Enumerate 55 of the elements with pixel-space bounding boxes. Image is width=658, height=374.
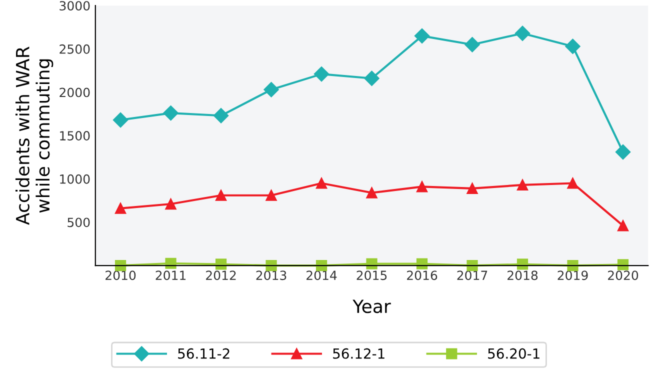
point [165, 198, 176, 210]
y-tick-label: 2000 [60, 88, 90, 98]
legend-label: 56.20-1 [488, 348, 540, 359]
point [316, 260, 328, 272]
x-tick-label: 2013 [256, 270, 286, 280]
point [414, 28, 430, 44]
point [516, 179, 528, 191]
point [215, 258, 227, 270]
x-axis-title: Year [352, 300, 391, 314]
x-tick-label: 2010 [106, 270, 136, 280]
x-tick-label: 2016 [407, 270, 438, 280]
point [514, 26, 530, 41]
point [215, 190, 227, 201]
point [364, 70, 380, 86]
point [567, 260, 578, 272]
y-tick-label: 2500 [60, 44, 90, 54]
point [516, 258, 528, 270]
x-tick-label: 2020 [608, 270, 638, 280]
point [366, 258, 378, 270]
x-tick-label: 2014 [306, 270, 337, 280]
point [617, 220, 629, 232]
legend-label: 56.11-2 [178, 348, 230, 359]
point [565, 38, 580, 54]
x-tick-label: 2017 [457, 270, 488, 280]
point [114, 260, 126, 272]
y-tick-label: 500 [68, 218, 90, 228]
x-tick-label: 2015 [356, 270, 387, 280]
x-tick-label: 2019 [558, 270, 588, 280]
point [466, 182, 478, 194]
point [567, 178, 578, 189]
point [466, 260, 478, 272]
point [266, 260, 277, 272]
x-tick-label: 2011 [156, 270, 186, 280]
point [314, 66, 330, 82]
legend-label: 56.12-1 [333, 348, 384, 359]
y-tick-label: 1500 [60, 131, 90, 140]
point [316, 178, 328, 189]
point [264, 82, 279, 98]
point [112, 112, 128, 128]
point [615, 144, 631, 160]
y-tick-label: 3000 [60, 1, 90, 11]
point [366, 187, 378, 198]
point [165, 258, 176, 269]
x-tick-label: 2012 [206, 270, 236, 280]
point [163, 105, 178, 121]
point [213, 108, 229, 124]
y-axis-title: Accidents with WAR while commuting [15, 46, 54, 225]
point [266, 190, 277, 201]
point [114, 202, 126, 214]
x-tick-label: 2018 [508, 270, 538, 280]
point [416, 258, 428, 270]
y-tick-label: 1000 [60, 174, 90, 184]
point [416, 181, 428, 192]
point [464, 37, 480, 52]
point [617, 259, 629, 270]
